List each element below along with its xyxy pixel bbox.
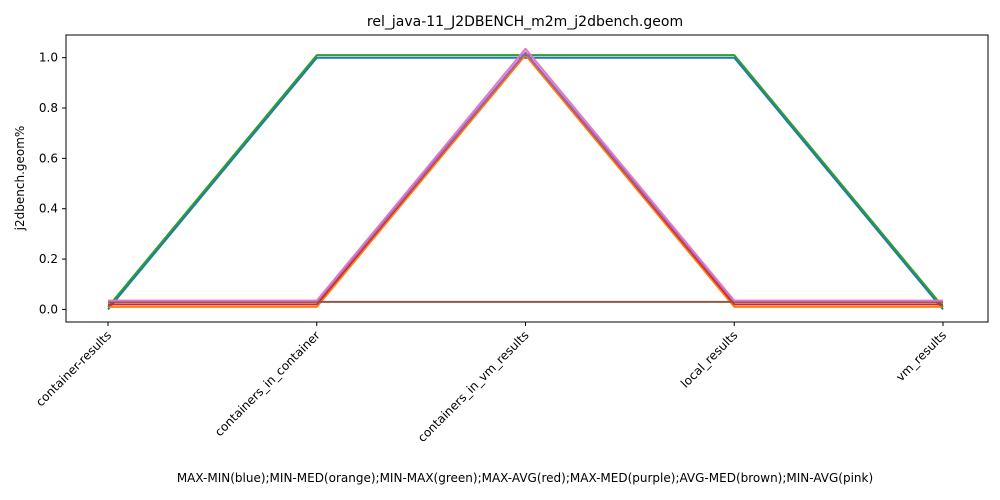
x-tick-label: local_results: [678, 328, 740, 390]
x-tick-label: containers_in_vm_results: [415, 328, 532, 445]
y-tick-label: 0.0: [39, 302, 58, 316]
series-line-3: [107, 54, 944, 308]
series-line-4: [108, 51, 943, 306]
series-line-2: [108, 54, 943, 308]
y-axis-label: j2dbench.geom%: [13, 126, 27, 232]
series-line-7: [108, 47, 943, 302]
y-tick-label: 0.2: [39, 252, 58, 266]
x-axis: container-results containers_in_container…: [33, 322, 949, 445]
plot-frame: [65, 34, 989, 323]
y-tick-label: 0.8: [39, 101, 58, 115]
series-line-5: [108, 51, 943, 303]
series-line-1: [107, 56, 944, 311]
x-tick-label: containers_in_container: [212, 328, 323, 439]
series-layer: [107, 47, 944, 311]
x-tick-label: vm_results: [893, 328, 949, 384]
y-tick-label: 0.6: [39, 151, 58, 165]
y-tick-label: 1.0: [39, 51, 58, 65]
y-axis: 0.0 0.2 0.4 0.6 0.8 1.0: [39, 51, 66, 316]
x-axis-label: MAX-MIN(blue);MIN-MED(orange);MIN-MAX(gr…: [177, 471, 873, 485]
x-tick-label: container-results: [33, 328, 114, 409]
chart-title: rel_java-11_J2DBENCH_m2m_j2dbench.geom: [367, 14, 683, 30]
y-tick-label: 0.4: [39, 202, 58, 216]
